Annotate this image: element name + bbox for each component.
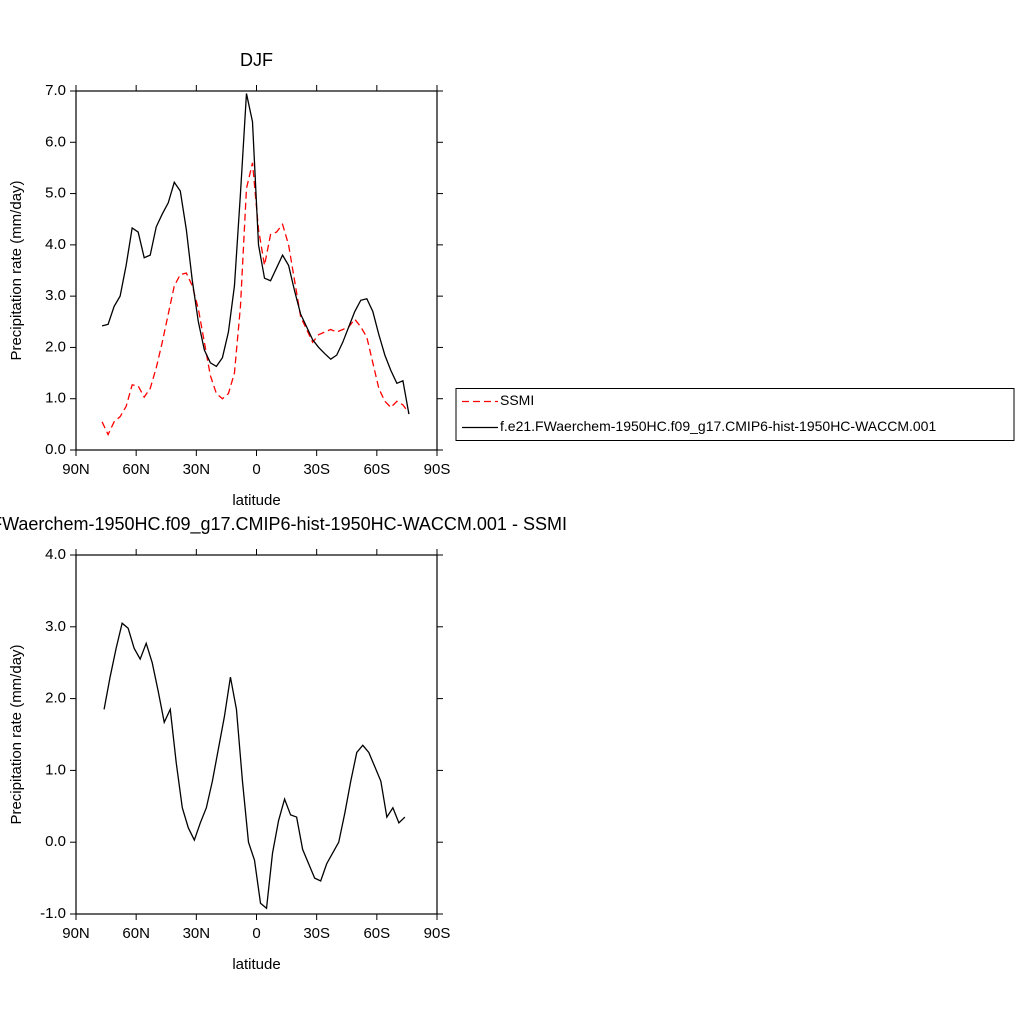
x-tick-label: 60S <box>363 461 390 478</box>
x-tick-label: 60N <box>122 925 150 942</box>
x-tick-label: 90S <box>424 925 451 942</box>
x-tick-label: 30N <box>183 461 211 478</box>
x-axis-label: latitude <box>232 492 280 509</box>
chart-title: DJF <box>240 50 273 70</box>
y-tick-label: 2.0 <box>45 690 66 707</box>
x-axis-label: latitude <box>232 956 280 973</box>
plot-frame <box>75 90 438 451</box>
y-axis-label: Precipitation rate (mm/day) <box>8 644 25 824</box>
x-tick-label: 90S <box>424 461 451 478</box>
y-tick-label: 5.0 <box>45 185 66 202</box>
x-tick-label: 30N <box>183 925 211 942</box>
y-tick-label: 0.0 <box>45 441 66 458</box>
y-tick-label: 2.0 <box>45 338 66 355</box>
plot-frame <box>75 554 438 915</box>
x-tick-label: 90N <box>62 461 90 478</box>
data-line <box>101 93 410 415</box>
data-line <box>103 622 406 910</box>
x-tick-label: 60S <box>363 925 390 942</box>
y-tick-label: 6.0 <box>45 133 66 150</box>
y-tick-label: 0.0 <box>45 833 66 850</box>
data-line <box>101 162 410 437</box>
x-tick-label: 30S <box>303 461 330 478</box>
y-tick-label: 1.0 <box>45 761 66 778</box>
y-axis-label: Precipitation rate (mm/day) <box>8 180 25 360</box>
x-tick-label: 0 <box>252 925 260 942</box>
y-tick-label: 4.0 <box>45 236 66 253</box>
y-tick-label: 3.0 <box>45 618 66 635</box>
y-tick-label: -1.0 <box>40 905 66 922</box>
chart-title: f.e21.FWaerchem-1950HC.f09_g17.CMIP6-his… <box>0 514 567 535</box>
legend-box <box>455 388 1015 441</box>
x-tick-label: 0 <box>252 461 260 478</box>
x-tick-label: 30S <box>303 925 330 942</box>
y-tick-label: 4.0 <box>45 546 66 563</box>
x-tick-label: 90N <box>62 925 90 942</box>
y-tick-label: 1.0 <box>45 390 66 407</box>
legend-label: f.e21.FWaerchem-1950HC.f09_g17.CMIP6-his… <box>500 418 936 434</box>
legend-label: SSMI <box>500 392 534 408</box>
y-tick-label: 7.0 <box>45 82 66 99</box>
y-tick-label: 3.0 <box>45 287 66 304</box>
x-tick-label: 60N <box>122 461 150 478</box>
